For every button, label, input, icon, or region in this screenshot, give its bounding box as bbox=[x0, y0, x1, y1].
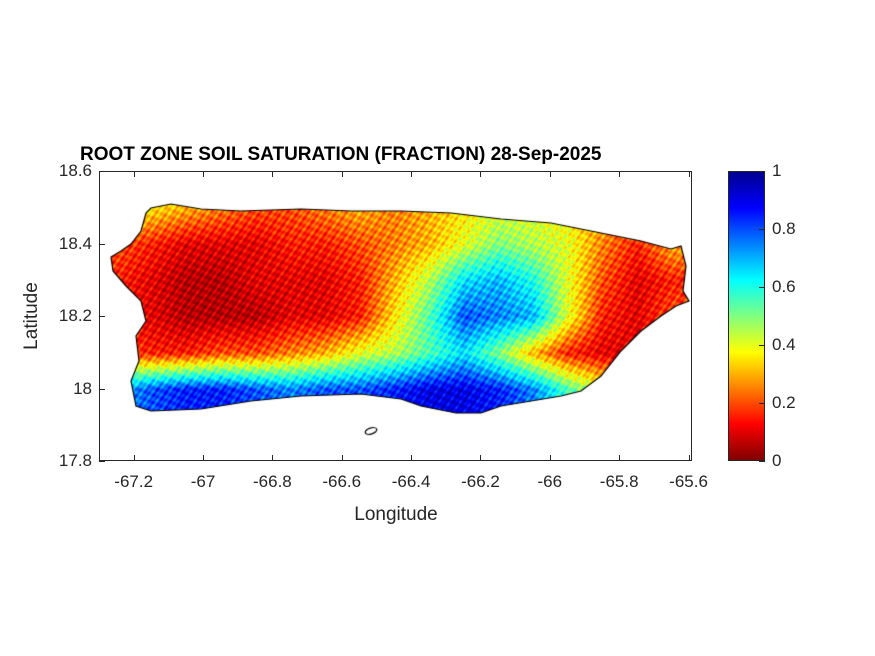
x-tick bbox=[688, 455, 690, 461]
x-tick bbox=[341, 455, 343, 461]
x-tick-top bbox=[480, 171, 482, 177]
y-tick bbox=[99, 461, 105, 462]
y-tick bbox=[99, 243, 105, 245]
colorbar-tick-label: 0.2 bbox=[772, 393, 796, 412]
x-tick-top bbox=[619, 171, 621, 177]
colorbar-tick-label: 0 bbox=[772, 451, 782, 470]
colorbar-tick bbox=[759, 345, 765, 346]
x-axis-label: Longitude bbox=[354, 504, 438, 525]
colorbar-tick-label: 0.8 bbox=[772, 219, 796, 238]
x-tick-label: -66 bbox=[537, 472, 563, 491]
x-tick bbox=[619, 455, 621, 461]
x-tick bbox=[272, 455, 274, 461]
x-tick-label: -66.2 bbox=[461, 472, 500, 491]
colorbar-tick bbox=[759, 403, 765, 404]
y-tick-label: 18.2 bbox=[58, 306, 92, 325]
x-tick bbox=[203, 455, 205, 461]
y-tick-label: 18 bbox=[73, 378, 92, 398]
x-tick-top bbox=[341, 171, 343, 177]
y-tick bbox=[99, 316, 105, 317]
y-axis-label: Latitude bbox=[21, 282, 42, 350]
x-tick-top bbox=[133, 171, 135, 177]
colorbar-tick bbox=[759, 461, 765, 462]
x-tick bbox=[480, 455, 482, 461]
x-tick-top bbox=[272, 171, 274, 177]
colorbar bbox=[728, 171, 765, 461]
y-tick bbox=[99, 171, 105, 172]
y-tick-label: 18.4 bbox=[58, 233, 92, 253]
x-tick-label: -67.2 bbox=[114, 472, 154, 491]
colorbar-tick-label: 1 bbox=[772, 161, 782, 180]
y-tick-label: 17.8 bbox=[58, 451, 92, 470]
x-tick bbox=[133, 455, 135, 461]
colorbar-tick bbox=[759, 171, 765, 172]
x-tick-label: -65.6 bbox=[669, 472, 708, 491]
x-tick-label: -65.8 bbox=[599, 472, 639, 491]
plot-area bbox=[99, 171, 692, 461]
x-tick-top bbox=[549, 171, 551, 177]
x-tick-label: -66.6 bbox=[322, 472, 362, 491]
x-tick bbox=[411, 455, 413, 461]
x-tick-label: -67 bbox=[190, 472, 216, 491]
y-tick-label: 18.6 bbox=[58, 161, 92, 180]
x-tick-label: -66.4 bbox=[391, 472, 431, 491]
y-tick bbox=[99, 388, 105, 390]
x-tick bbox=[549, 455, 551, 461]
colorbar-tick bbox=[759, 287, 765, 288]
x-tick-top bbox=[688, 171, 690, 177]
colorbar-tick-label: 0.4 bbox=[772, 335, 796, 354]
soil-saturation-map bbox=[100, 172, 691, 460]
chart-title: ROOT ZONE SOIL SATURATION (FRACTION) 28-… bbox=[80, 144, 602, 165]
colorbar-tick bbox=[759, 229, 765, 230]
x-tick-label: -66.8 bbox=[253, 472, 292, 491]
x-tick-top bbox=[203, 171, 205, 177]
x-tick-top bbox=[411, 171, 413, 177]
colorbar-tick-label: 0.6 bbox=[772, 277, 796, 296]
